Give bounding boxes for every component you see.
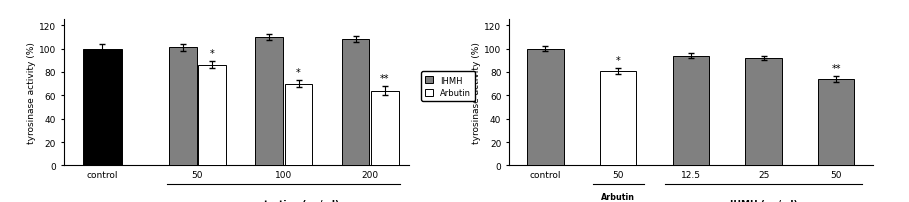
Text: **: ** xyxy=(380,74,390,84)
Bar xyxy=(673,56,709,166)
Text: *: * xyxy=(210,49,215,59)
Bar xyxy=(255,38,283,166)
Bar xyxy=(818,80,854,166)
Bar xyxy=(527,49,564,166)
Bar xyxy=(285,84,313,166)
Y-axis label: tyrosinase activity (%): tyrosinase activity (%) xyxy=(27,42,36,144)
Bar xyxy=(198,66,226,166)
Bar xyxy=(745,59,782,166)
Text: Arbutin
(ug/ml): Arbutin (ug/ml) xyxy=(601,192,635,202)
Text: *: * xyxy=(296,68,301,78)
Text: **: ** xyxy=(832,64,841,74)
Bar xyxy=(600,71,636,166)
Bar xyxy=(83,49,122,166)
Text: concentration (ug/ml): concentration (ug/ml) xyxy=(228,199,339,202)
Y-axis label: tyrosinase activity (%): tyrosinase activity (%) xyxy=(473,42,482,144)
Bar xyxy=(342,40,369,166)
Bar xyxy=(371,91,399,166)
Text: IHMH (ug/ml): IHMH (ug/ml) xyxy=(730,199,797,202)
Bar xyxy=(169,48,196,166)
Legend: IHMH, Arbutin: IHMH, Arbutin xyxy=(421,72,475,102)
Text: *: * xyxy=(615,56,621,66)
